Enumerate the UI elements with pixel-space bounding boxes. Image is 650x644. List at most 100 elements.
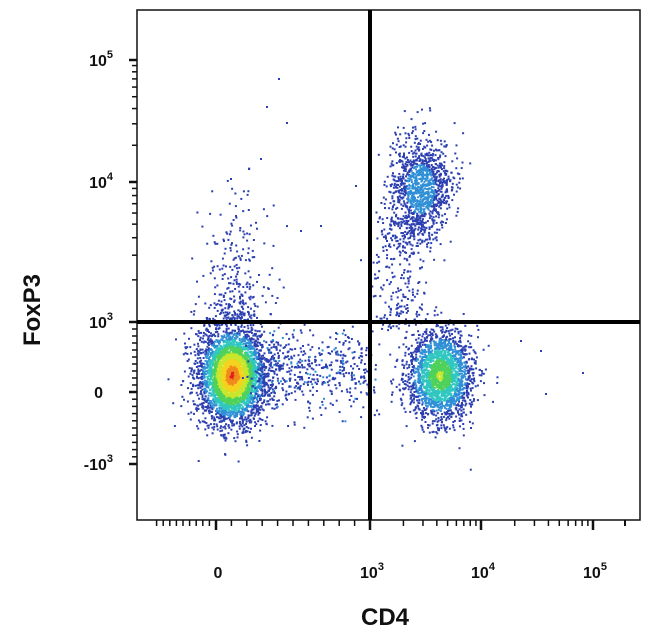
- event-dot: [343, 375, 346, 378]
- event-dot: [429, 340, 432, 343]
- event-dot: [250, 331, 253, 334]
- event-dot: [338, 384, 341, 387]
- event-dot: [217, 416, 220, 419]
- event-dot: [243, 391, 246, 394]
- event-dot: [284, 380, 287, 383]
- event-dot: [236, 381, 239, 384]
- event-dot: [198, 360, 201, 363]
- event-dot: [221, 278, 224, 280]
- event-dot: [222, 344, 225, 347]
- event-dot: [228, 343, 231, 346]
- event-dot: [304, 352, 307, 355]
- event-dot: [228, 358, 231, 361]
- event-dot: [192, 383, 195, 386]
- event-dot: [236, 385, 239, 388]
- event-dot: [203, 409, 206, 412]
- event-dot: [430, 409, 433, 412]
- event-dot: [253, 406, 255, 409]
- event-dot: [330, 390, 333, 393]
- event-dot: [307, 380, 310, 383]
- event-dot: [219, 394, 222, 397]
- event-dot: [436, 344, 438, 347]
- event-dot: [238, 385, 241, 388]
- event-dot: [220, 345, 223, 348]
- event-dot: [238, 332, 241, 335]
- event-dot: [259, 323, 262, 326]
- event-dot: [180, 384, 183, 386]
- event-dot: [219, 347, 222, 350]
- event-dot: [290, 392, 293, 395]
- event-dot: [210, 394, 213, 397]
- event-dot: [267, 389, 270, 392]
- event-dot: [274, 368, 277, 371]
- event-dot: [208, 350, 211, 353]
- event-dot: [212, 341, 215, 344]
- event-dot: [222, 398, 225, 401]
- event-dot: [330, 361, 333, 364]
- event-dot: [253, 394, 256, 397]
- event-dot: [217, 347, 220, 350]
- event-dot: [418, 350, 421, 353]
- event-dot: [230, 369, 233, 372]
- event-dot: [232, 378, 235, 381]
- event-dot: [186, 400, 189, 403]
- event-dot: [196, 357, 199, 360]
- event-dot: [278, 399, 280, 402]
- event-dot: [409, 391, 412, 394]
- event-dot: [339, 360, 342, 363]
- event-dot: [423, 395, 426, 398]
- event-dot: [216, 339, 219, 342]
- event-dot: [247, 346, 250, 349]
- event-dot: [212, 393, 215, 396]
- event-dot: [237, 359, 239, 362]
- event-dot: [288, 385, 291, 388]
- event-dot: [250, 396, 253, 399]
- event-dot: [255, 381, 258, 384]
- event-dot: [205, 389, 208, 392]
- event-dot: [270, 356, 273, 358]
- event-dot: [224, 340, 227, 343]
- event-dot: [252, 334, 255, 337]
- event-dot: [363, 371, 366, 374]
- event-dot: [223, 350, 226, 353]
- event-dot: [228, 416, 231, 419]
- event-dot: [241, 358, 244, 361]
- event-dot: [262, 354, 264, 357]
- event-dot: [246, 378, 249, 381]
- event-dot: [254, 339, 257, 342]
- event-dot: [454, 348, 457, 351]
- event-dot: [270, 346, 273, 349]
- event-dot: [228, 381, 231, 384]
- event-dot: [318, 352, 321, 355]
- event-dot: [237, 342, 240, 345]
- event-dot: [240, 415, 243, 418]
- event-dot: [217, 381, 220, 384]
- event-dot: [227, 411, 230, 414]
- event-dot: [172, 402, 175, 405]
- event-dot: [344, 334, 347, 337]
- event-dot: [198, 369, 201, 372]
- event-dot: [470, 378, 473, 381]
- event-dot: [231, 386, 234, 389]
- event-dot: [229, 413, 232, 416]
- event-dot: [475, 356, 478, 359]
- event-dot: [348, 372, 350, 375]
- event-dot: [453, 397, 456, 400]
- event-dot: [242, 335, 245, 338]
- event-dot: [227, 351, 230, 354]
- event-dot: [246, 367, 249, 370]
- event-dot: [234, 329, 237, 332]
- event-dot: [212, 390, 215, 393]
- event-dot: [425, 412, 427, 415]
- event-dot: [256, 344, 259, 347]
- event-dot: [231, 407, 234, 410]
- event-dot: [218, 391, 221, 394]
- event-dot: [206, 360, 209, 363]
- event-dot: [234, 332, 237, 335]
- event-dot: [199, 365, 202, 367]
- event-dot: [251, 408, 254, 411]
- event-dot: [246, 365, 249, 368]
- event-dot: [269, 332, 272, 335]
- event-dot: [233, 416, 236, 419]
- event-dot: [245, 441, 248, 443]
